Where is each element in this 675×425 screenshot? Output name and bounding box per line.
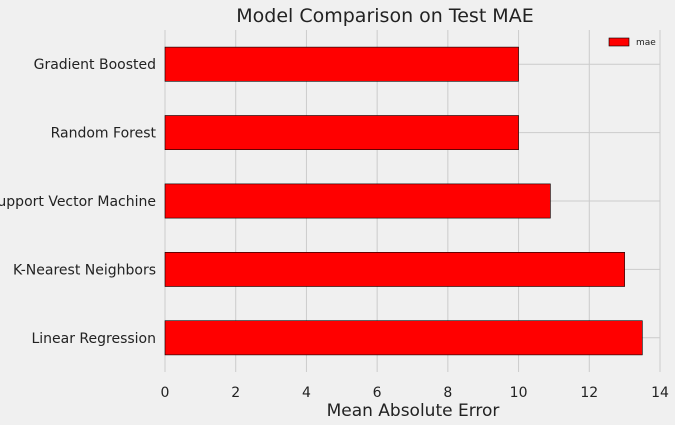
x-tick-label: 6: [373, 385, 382, 401]
x-ticks: 0 2 4 6 8 10 12 14: [161, 385, 669, 401]
category-label: Linear Regression: [31, 331, 156, 347]
bar: [164, 115, 519, 151]
legend-label: mae: [636, 38, 656, 48]
bars: [164, 46, 643, 356]
x-tick-label: 0: [161, 385, 170, 401]
x-tick-label: 10: [510, 385, 528, 401]
x-tick-label: 14: [651, 385, 669, 401]
category-label: Support Vector Machine: [0, 194, 156, 210]
legend-swatch: [608, 37, 630, 47]
x-tick-label: 2: [231, 385, 240, 401]
chart-title: Model Comparison on Test MAE: [236, 5, 533, 27]
category-labels: Gradient Boosted Random Forest Support Vec…: [0, 57, 156, 347]
category-label: Random Forest: [51, 126, 157, 142]
category-label: Gradient Boosted: [34, 57, 156, 73]
bar: [164, 183, 551, 219]
x-tick-label: 12: [580, 385, 598, 401]
bar: [164, 252, 625, 287]
bar: [164, 46, 519, 82]
x-tick-label: 4: [302, 385, 311, 401]
category-label: K-Nearest Neighbors: [13, 262, 156, 278]
x-tick-label: 8: [443, 385, 452, 401]
legend: mae: [608, 37, 656, 48]
x-axis-label: Mean Absolute Error: [327, 401, 500, 421]
bar: [164, 320, 643, 356]
